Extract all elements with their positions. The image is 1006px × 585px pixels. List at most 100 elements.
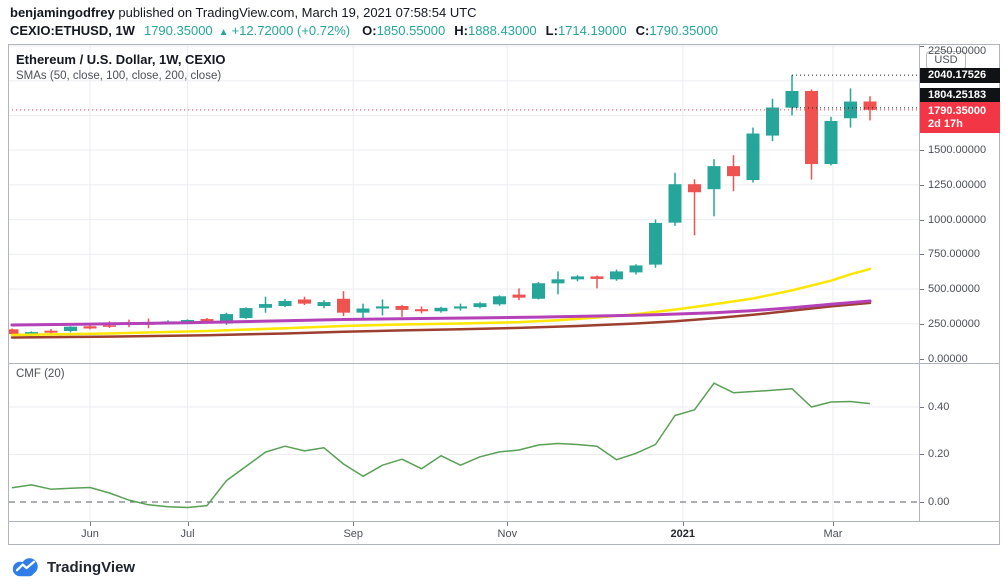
candle xyxy=(649,219,662,268)
symbol-row: CEXIO:ETHUSD, 1W 1790.35000 ▲ +12.72000 (+0… xyxy=(10,23,727,38)
price-axis[interactable]: USD 2040.17526 1804.25183 1790.35000 2d … xyxy=(919,45,1000,521)
ohlc-low: L:1714.19000 xyxy=(545,23,627,38)
time-tick xyxy=(353,522,355,526)
axis-tick xyxy=(920,501,924,503)
candle xyxy=(64,326,77,333)
time-tick-label: Sep xyxy=(343,528,364,540)
candle xyxy=(298,296,311,306)
candle xyxy=(259,296,272,313)
chart-legend-subtitle: SMAs (50, close, 100, close, 200, close) xyxy=(16,70,222,82)
chart-legend: Ethereum / U.S. Dollar, 1W, CEXIO SMAs (… xyxy=(16,51,226,84)
cmf-legend: CMF (20) xyxy=(16,368,65,380)
candle xyxy=(688,179,701,236)
sma-line xyxy=(10,299,872,327)
axis-tick xyxy=(920,454,924,456)
up-arrow-icon: ▲ xyxy=(218,27,229,38)
axis-tick-label: 500.00000 xyxy=(928,283,980,296)
time-tick-label: 2021 xyxy=(670,528,696,540)
price-pane[interactable] xyxy=(9,45,919,363)
byline: benjamingodfrey published on TradingView… xyxy=(10,5,477,20)
price-label-level: 1804.25183 xyxy=(920,87,1000,103)
candle xyxy=(493,295,506,306)
axis-tick-label: 1000.00000 xyxy=(928,213,987,226)
axis-tick-label: 750.00000 xyxy=(928,248,980,261)
tradingview-logo-icon[interactable] xyxy=(12,557,40,577)
axis-tick xyxy=(920,219,924,221)
axis-tick-label: 0.00 xyxy=(928,495,950,508)
candle xyxy=(785,75,799,116)
candle xyxy=(434,306,448,313)
sma-line xyxy=(10,301,872,339)
published-text: published on TradingView.com, March 19, … xyxy=(114,5,477,20)
candle xyxy=(454,303,467,311)
ohlc-open: O:1850.55000 xyxy=(362,23,446,38)
bar-countdown: 2d 17h xyxy=(928,118,963,131)
cmf-pane[interactable] xyxy=(9,363,919,521)
candle xyxy=(512,288,526,301)
candle xyxy=(337,291,350,317)
candle xyxy=(727,155,740,192)
ohlc-high: H:1888.43000 xyxy=(454,23,537,38)
candle xyxy=(863,96,877,121)
axis-tick-label: 1500.00000 xyxy=(928,144,987,157)
axis-tick-label: 0.20 xyxy=(928,448,950,461)
candle xyxy=(356,303,370,319)
candle xyxy=(668,172,682,226)
candle xyxy=(532,282,545,300)
candle xyxy=(629,264,643,275)
axis-tick-label: 1250.00000 xyxy=(928,178,987,191)
time-tick xyxy=(187,522,189,526)
time-tick-label: Jun xyxy=(81,528,99,540)
time-tick xyxy=(507,522,509,526)
time-axis[interactable]: Jun Jul Sep Nov 2021 Mar xyxy=(9,521,999,545)
time-tick-label: Mar xyxy=(823,528,843,540)
candle xyxy=(590,275,604,289)
price-change: +12.72000 (+0.72%) xyxy=(231,23,351,38)
candle xyxy=(239,307,253,319)
candle xyxy=(395,305,409,317)
axis-tick xyxy=(920,46,924,47)
symbol-name: CEXIO:ETHUSD, 1W xyxy=(10,23,135,38)
candle xyxy=(844,88,857,128)
candle xyxy=(551,271,565,295)
candle xyxy=(610,269,623,281)
candle xyxy=(473,302,487,309)
candle xyxy=(766,98,779,142)
candle xyxy=(83,325,97,330)
footer: TradingView xyxy=(12,555,135,579)
sma-line xyxy=(10,267,872,337)
ohlc-close: C:1790.35000 xyxy=(635,23,719,38)
time-tick-label: Jul xyxy=(180,528,195,540)
candle xyxy=(376,299,389,316)
price-label-last: 1790.35000 2d 17h xyxy=(920,102,1000,134)
price-label-high: 2040.17526 xyxy=(920,67,1000,83)
candle xyxy=(746,127,760,183)
axis-tick xyxy=(920,289,924,291)
last-price: 1790.35000 xyxy=(143,23,213,38)
axis-tick-label: 0.40 xyxy=(928,400,950,413)
chart-container[interactable]: Ethereum / U.S. Dollar, 1W, CEXIO SMAs (… xyxy=(8,44,1000,545)
time-tick xyxy=(832,522,834,526)
candle xyxy=(805,89,818,180)
brand-name[interactable]: TradingView xyxy=(47,558,136,576)
currency-button[interactable]: USD xyxy=(926,51,966,70)
chart-legend-title: Ethereum / U.S. Dollar, 1W, CEXIO xyxy=(16,52,226,67)
candle xyxy=(824,116,838,166)
axis-tick xyxy=(920,184,924,186)
axis-tick xyxy=(920,150,924,152)
axis-tick xyxy=(920,323,924,325)
candle xyxy=(44,329,58,334)
candle xyxy=(415,306,428,314)
axis-tick-label: 0.00000 xyxy=(928,352,968,365)
candle xyxy=(707,159,721,217)
axis-tick xyxy=(920,254,924,256)
candle xyxy=(571,275,584,282)
pane-separator[interactable] xyxy=(9,363,999,364)
time-tick xyxy=(90,522,91,526)
axis-tick-label: 250.00000 xyxy=(928,317,980,330)
cmf-line xyxy=(11,382,871,509)
author-name[interactable]: benjamingodfrey xyxy=(10,5,115,20)
axis-tick xyxy=(920,358,924,360)
time-tick-label: Nov xyxy=(497,528,518,540)
axis-tick xyxy=(920,406,924,408)
